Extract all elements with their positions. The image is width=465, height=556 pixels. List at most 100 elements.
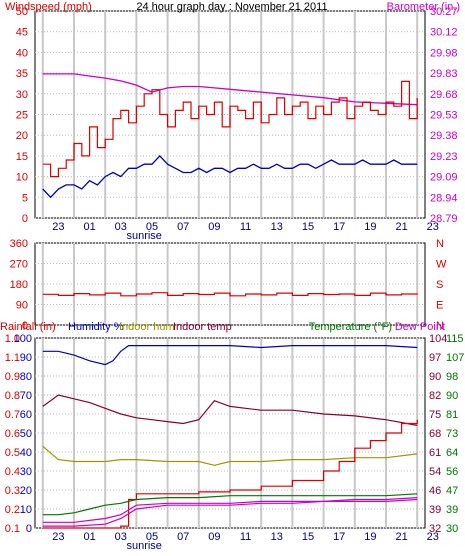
rainfall-axis-label: Rainfall (in) [0, 321, 56, 333]
rain-y-tick: 0.4 [5, 466, 20, 478]
humidity-axis-label: Humidity % [68, 321, 124, 333]
temp-y-tick-a: 82 [429, 390, 441, 402]
dir-compass-tick: S [436, 279, 443, 291]
rain-y-tick: 0.1 [5, 523, 20, 535]
wind-y-tick: 5 [22, 192, 28, 204]
wind-x-tick: 15 [302, 221, 314, 233]
wind-axis-label: Windspeed (mph) [5, 1, 92, 13]
temperature-line [42, 493, 418, 516]
windspeed-avg-line [42, 154, 418, 199]
climate-x-tick: 23 [427, 531, 439, 543]
temp-y-tick-b: 98 [446, 371, 458, 383]
wind-x-tick: 23 [52, 221, 64, 233]
wind-y-tick: 25 [16, 110, 28, 122]
temp-y-tick-b: 107 [446, 352, 464, 364]
humidity-line [42, 345, 418, 366]
rain-y-tick: 0.2 [5, 504, 20, 516]
baro-y-tick: 29.53 [430, 110, 458, 122]
temperature-axis-label: Temperature (°F) [309, 321, 392, 333]
wind-y-tick: 50 [16, 6, 28, 18]
wind-y-tick: 15 [16, 151, 28, 163]
climate-x-tick: 15 [302, 531, 314, 543]
temp-y-tick-a: 46 [429, 485, 441, 497]
temp-y-tick-a: 90 [429, 371, 441, 383]
indoor-temp-label: Indoor temp [173, 321, 232, 333]
indoor-hum-line [42, 445, 418, 466]
temp-y-tick-b: 73 [446, 428, 458, 440]
dew-point-label: Dew Point [395, 321, 445, 333]
wind-y-tick: 10 [16, 172, 28, 184]
temp-y-tick-b: 30 [446, 523, 458, 535]
rain-y-tick: 0.7 [5, 409, 20, 421]
temp-y-tick-b: 81 [446, 409, 458, 421]
dir-y-tick: 270 [10, 259, 28, 271]
temp-y-tick-b: 56 [446, 466, 458, 478]
hum-y-tick: 40 [20, 447, 32, 459]
dir-compass-tick: N [436, 320, 444, 332]
wind-y-tick: 40 [16, 47, 28, 59]
climate-x-tick: 17 [333, 531, 345, 543]
wind-y-tick: 20 [16, 130, 28, 142]
temperature-secondary-line [42, 498, 418, 527]
hum-y-tick: 60 [20, 409, 32, 421]
temp-y-tick-a: 32 [429, 523, 441, 535]
temp-y-tick-a: 104 [429, 333, 447, 345]
baro-y-tick: 29.68 [430, 89, 458, 101]
climate-x-tick: 03 [115, 531, 127, 543]
hum-y-tick: 100 [14, 333, 32, 345]
rain-y-tick: 0.9 [5, 371, 20, 383]
hum-y-tick: 80 [20, 371, 32, 383]
indoor-temp-line [42, 394, 418, 426]
climate-x-tick: 05 [146, 531, 158, 543]
hum-y-tick: 90 [20, 352, 32, 364]
baro-y-tick: 29.98 [430, 47, 458, 59]
dir-compass-tick: W [436, 259, 447, 271]
climate-x-tick: 13 [271, 531, 283, 543]
wind-x-tick: 19 [364, 221, 376, 233]
windspeed-line [42, 80, 418, 178]
temp-y-tick-a: 97 [429, 352, 441, 364]
baro-y-tick: 30.12 [430, 27, 458, 39]
hum-y-tick: 70 [20, 390, 32, 402]
dir-y-tick: 360 [10, 238, 28, 250]
baro-y-tick: 29.23 [430, 151, 458, 163]
baro-y-tick: 29.09 [430, 172, 458, 184]
temp-y-tick-b: 47 [446, 485, 458, 497]
climate-x-tick: 11 [240, 531, 251, 543]
baro-y-tick: 28.79 [430, 213, 458, 225]
temp-y-tick-a: 75 [429, 409, 441, 421]
wind-y-tick: 30 [16, 89, 28, 101]
hum-y-tick: 10 [20, 504, 32, 516]
barometer-line [42, 73, 418, 106]
temp-y-tick-a: 61 [429, 447, 441, 459]
temp-y-tick-a: 39 [429, 504, 441, 516]
wind-sunrise-label: sunrise [126, 230, 161, 242]
hum-y-tick: 0 [26, 523, 32, 535]
wind-x-tick: 17 [333, 221, 345, 233]
rainfall-line [42, 419, 418, 529]
temp-y-tick-b: 39 [446, 504, 458, 516]
climate-x-tick: 23 [52, 531, 64, 543]
wind-x-tick: 23 [427, 221, 439, 233]
direction-line [42, 292, 418, 297]
baro-y-tick: 28.94 [430, 192, 458, 204]
barometer-axis-label: Barometer (in.) [387, 1, 460, 13]
wind-x-tick: 01 [83, 221, 95, 233]
temp-y-tick-b: 115 [446, 333, 464, 345]
wind-x-tick: 03 [115, 221, 127, 233]
climate-x-tick: 21 [395, 531, 407, 543]
dir-compass-tick: E [436, 300, 443, 312]
wind-x-tick: 09 [208, 221, 220, 233]
climate-x-tick: 01 [83, 531, 95, 543]
baro-y-tick: 30.27 [430, 6, 458, 18]
dir-y-tick: 0 [22, 320, 28, 332]
wind-x-tick: 05 [146, 221, 158, 233]
baro-y-tick: 29.38 [430, 130, 458, 142]
indoor-hum-label: Indoor hum [119, 321, 175, 333]
rain-y-tick: 0.6 [5, 428, 20, 440]
hum-y-tick: 30 [20, 466, 32, 478]
dir-y-tick: 90 [16, 300, 28, 312]
rain-y-tick: 0.8 [5, 390, 20, 402]
climate-x-tick: 09 [208, 531, 220, 543]
